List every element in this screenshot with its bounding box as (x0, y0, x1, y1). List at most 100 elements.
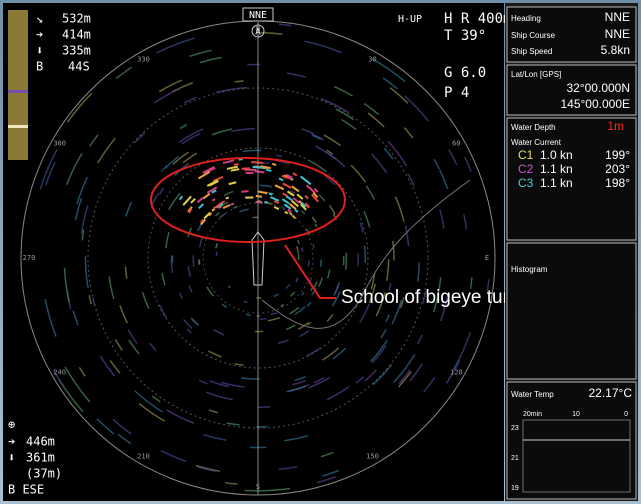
echo (277, 339, 289, 344)
echo (334, 85, 354, 97)
current-name: C2 (518, 162, 534, 176)
current-dir: 198° (605, 176, 630, 190)
echo (403, 127, 414, 139)
echo (117, 433, 132, 445)
echo (170, 260, 174, 274)
temp-y-label: 21 (511, 455, 519, 462)
echo (327, 269, 331, 279)
echo (181, 132, 201, 145)
label: Heading (511, 14, 541, 23)
echo (388, 282, 392, 291)
echo (318, 194, 326, 202)
echo (332, 213, 338, 221)
fish-echo (202, 166, 215, 174)
echo (463, 214, 468, 230)
fish-echo (178, 195, 184, 201)
fish-echo (257, 190, 268, 195)
range-ring (147, 147, 369, 369)
color-bar-mark (8, 125, 28, 128)
echo (292, 379, 307, 386)
echo (115, 66, 133, 80)
fish-echo (292, 172, 298, 177)
current-dir: 199° (605, 148, 630, 162)
fish-echo (282, 192, 288, 197)
echo (203, 433, 227, 441)
echo (189, 49, 212, 58)
echo (371, 344, 387, 364)
echo (259, 317, 267, 320)
fish-echo (288, 203, 297, 210)
bearing-label: 330 (137, 56, 150, 64)
fish-echo (255, 194, 263, 198)
echo (186, 328, 192, 334)
fish-echo (281, 198, 290, 205)
echo (195, 464, 221, 473)
current-speed: 1.1 kn (540, 162, 573, 176)
echo (234, 80, 244, 83)
echo (375, 292, 386, 317)
cursor-icon: ⊕ (8, 418, 15, 432)
bearing-label: 120 (450, 369, 463, 377)
echo (295, 277, 299, 283)
echo (409, 363, 423, 382)
echo (158, 79, 183, 93)
echo (316, 476, 337, 484)
fish-echo (218, 205, 223, 209)
fish-echo (300, 203, 307, 211)
echo (161, 272, 166, 286)
echo (331, 291, 341, 307)
echo (240, 377, 260, 380)
fish-echo (260, 165, 271, 170)
echo (486, 279, 490, 293)
echo (311, 216, 317, 223)
current-list: C1 1.0 kn 199° C2 1.1 kn 203° C3 1.1 kn 198° (518, 148, 630, 190)
echo (332, 347, 347, 360)
echo (220, 381, 245, 388)
temp-y-label: 19 (511, 485, 519, 492)
echo (300, 210, 306, 215)
temp-x-label: 20min (523, 411, 542, 418)
echo (445, 360, 461, 384)
fish-echo (306, 184, 316, 194)
echo (89, 134, 99, 147)
echo (208, 409, 219, 414)
echo (141, 291, 150, 309)
echo (278, 466, 298, 471)
echo (80, 205, 89, 234)
echo (245, 313, 252, 316)
echo (393, 354, 416, 383)
color-bar (8, 10, 28, 160)
bearing-label: E (485, 254, 489, 262)
echo (383, 147, 394, 160)
echo (280, 303, 285, 307)
echo (205, 391, 233, 401)
readout: 335m (62, 44, 91, 58)
echo (448, 149, 458, 166)
temp-axis: 20min 10 0 23 21 19 (511, 411, 628, 492)
echo (160, 164, 168, 173)
echo (74, 197, 83, 221)
bearing-scale: N 30 60 E 120 150 S 210 240 270 300 330 (23, 25, 489, 491)
echo (267, 316, 281, 322)
echo (416, 262, 421, 282)
echo (299, 329, 310, 338)
fish-echo (212, 203, 221, 210)
mode: H-UP (398, 14, 422, 25)
arrow-icon: ↘ (36, 12, 43, 26)
histogram-box (506, 242, 637, 380)
echo (259, 184, 273, 188)
fish-echo (202, 192, 211, 200)
echo (323, 134, 341, 147)
fish-echo (271, 162, 277, 166)
echo (289, 190, 296, 194)
position-box (506, 64, 637, 116)
value: 1m (607, 119, 624, 133)
fish-echo (200, 218, 205, 224)
ship-icon (251, 231, 265, 286)
fish-echo (273, 206, 280, 211)
echo (239, 208, 249, 213)
fish-echo (197, 170, 211, 180)
echo (398, 369, 411, 385)
value: 22.17°C (589, 386, 633, 400)
echo (109, 359, 121, 374)
